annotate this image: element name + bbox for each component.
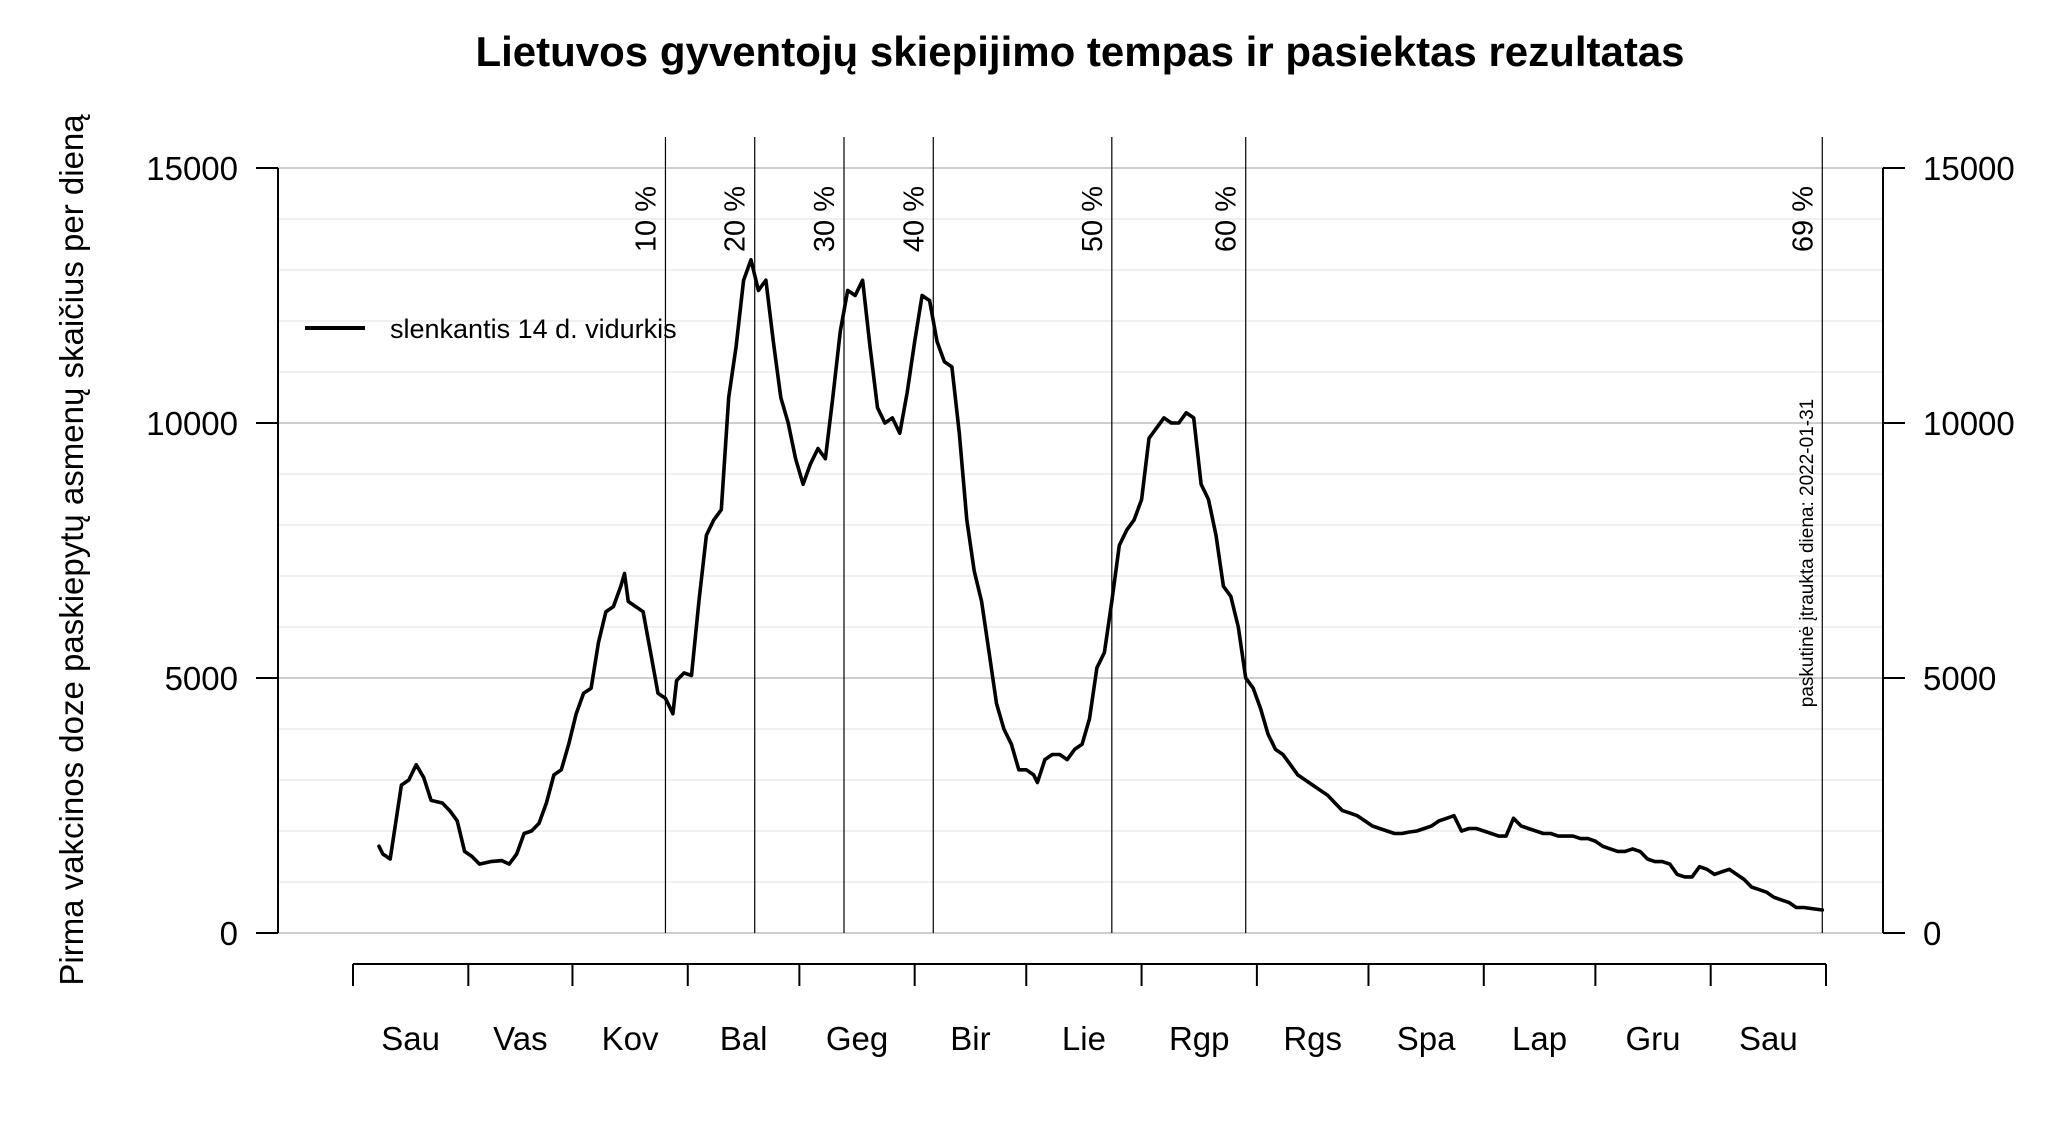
- milestone-label: 20 %: [720, 186, 752, 252]
- month-label: Sau: [1739, 1020, 1798, 1057]
- y-tick-label-left: 5000: [165, 660, 238, 697]
- month-label: Kov: [602, 1020, 659, 1057]
- y-tick-label-left: 15000: [146, 150, 238, 187]
- month-label: Rgp: [1169, 1020, 1230, 1057]
- y-axis-label: Pirma vakcinos doze paskiepytų asmenų sk…: [53, 114, 90, 986]
- chart-title: Lietuvos gyventojų skiepijimo tempas ir …: [475, 28, 1684, 75]
- series: [377, 258, 1825, 912]
- milestone-label: 40 %: [898, 186, 930, 252]
- milestone-lines: 10 % 20 % 30 % 40 % 50 % 60 % 69 %: [630, 137, 1823, 933]
- milestone-label: 60 %: [1211, 186, 1243, 252]
- last-day-note: paskutinė įtraukta diena: 2022-01-31: [1797, 399, 1818, 707]
- milestone-label: 10 %: [630, 186, 662, 252]
- month-label: Vas: [493, 1020, 547, 1057]
- milestone-label: 30 %: [809, 186, 841, 252]
- y-tick-label-right: 10000: [1923, 405, 2015, 442]
- y-tick-label-right: 15000: [1923, 150, 2015, 187]
- legend-label: slenkantis 14 d. vidurkis: [390, 314, 677, 344]
- month-label: Bir: [950, 1020, 990, 1057]
- legend: slenkantis 14 d. vidurkis: [305, 314, 677, 344]
- month-label: Bal: [720, 1020, 768, 1057]
- month-label: Rgs: [1283, 1020, 1342, 1057]
- y-tick-label-right: 0: [1923, 915, 1941, 952]
- milestone-label: 50 %: [1077, 186, 1109, 252]
- y-tick-label-left: 10000: [146, 405, 238, 442]
- y-tick-label-left: 0: [220, 915, 238, 952]
- month-label: Lap: [1512, 1020, 1567, 1057]
- month-label: Geg: [826, 1020, 888, 1057]
- month-label: Gru: [1626, 1020, 1681, 1057]
- milestone-label: 69 %: [1787, 186, 1819, 252]
- series-line: [377, 258, 1825, 912]
- grid: [278, 167, 1883, 934]
- axes: 0 0 5000 5000 10000 10000 15000 15000 Sau Vas Kov B…: [146, 150, 2015, 1057]
- month-label: Lie: [1062, 1020, 1106, 1057]
- month-label: Sau: [381, 1020, 440, 1057]
- y-tick-label-right: 5000: [1923, 660, 1996, 697]
- month-label: Spa: [1397, 1020, 1456, 1057]
